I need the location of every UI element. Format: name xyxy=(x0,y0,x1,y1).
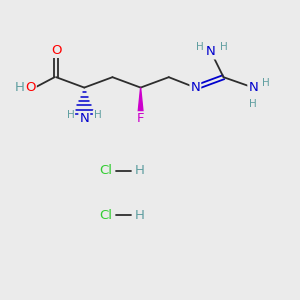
Text: H: H xyxy=(134,164,144,177)
Polygon shape xyxy=(137,88,144,119)
Text: H: H xyxy=(94,110,101,120)
Text: H: H xyxy=(67,110,74,120)
Text: H: H xyxy=(14,81,24,94)
Text: O: O xyxy=(25,81,36,94)
Text: N: N xyxy=(206,45,216,58)
Text: H: H xyxy=(249,99,257,109)
Text: N: N xyxy=(190,81,200,94)
Text: O: O xyxy=(51,44,62,57)
Text: N: N xyxy=(80,112,89,125)
Text: H: H xyxy=(196,42,204,52)
Text: H: H xyxy=(262,78,270,88)
Text: Cl: Cl xyxy=(100,164,112,177)
Text: Cl: Cl xyxy=(100,209,112,222)
Text: F: F xyxy=(137,112,144,125)
Text: H: H xyxy=(220,42,228,52)
Text: N: N xyxy=(248,81,258,94)
Text: H: H xyxy=(134,209,144,222)
